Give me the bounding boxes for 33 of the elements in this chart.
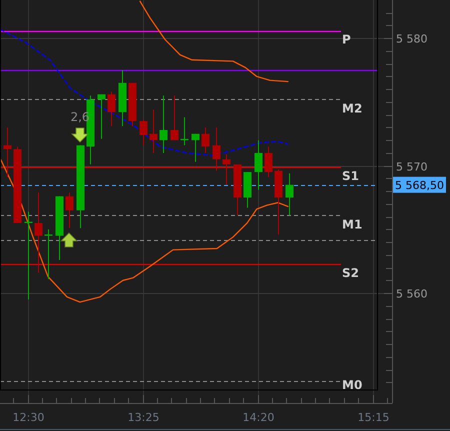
ref-line-label: M2 xyxy=(342,101,362,116)
candlestick xyxy=(108,91,116,127)
y-tick-label: 5 580 xyxy=(396,32,428,46)
candlestick xyxy=(170,95,178,141)
candlestick xyxy=(160,95,168,154)
candlestick xyxy=(98,94,106,140)
candlestick xyxy=(202,126,210,154)
candlestick xyxy=(212,126,220,172)
candlestick xyxy=(254,140,262,190)
candlestick xyxy=(286,172,294,216)
line-series xyxy=(0,157,289,303)
y-tick-label: 5 560 xyxy=(396,288,428,300)
candlestick xyxy=(264,146,272,178)
candlestick xyxy=(140,119,148,146)
x-tick-label: 12:30 xyxy=(12,411,44,424)
candlestick xyxy=(4,126,12,178)
ref-line-label: M0 xyxy=(342,378,362,392)
x-tick-label: 13:25 xyxy=(128,411,160,424)
text: 5 568,50 xyxy=(395,178,444,192)
candlestick xyxy=(44,228,52,280)
line-series xyxy=(139,0,289,82)
x-tick-label: 14:20 xyxy=(242,411,274,424)
y-tick-label: 5 570 xyxy=(396,160,428,174)
ref-line-label: P xyxy=(342,32,351,47)
candlestick xyxy=(222,154,230,186)
candlestick xyxy=(150,109,158,154)
ref-line-label: S1 xyxy=(342,168,359,183)
candlestick xyxy=(34,192,42,274)
ref-line-label: S2 xyxy=(342,266,359,280)
ref-line-label: M1 xyxy=(342,217,362,232)
x-tick-label: 15:15 xyxy=(358,411,390,424)
candlestick xyxy=(192,133,200,162)
candlestick xyxy=(66,192,74,229)
